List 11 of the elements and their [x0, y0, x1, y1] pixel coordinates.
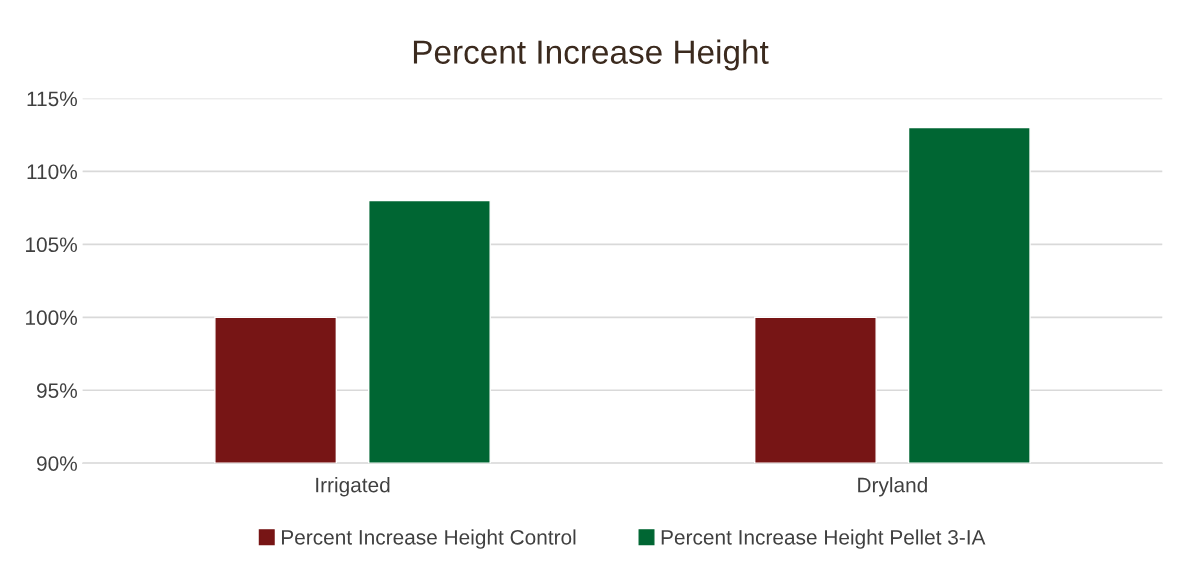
legend-label: Percent Increase Height Control: [282, 529, 576, 549]
y-tick-label: 95%: [37, 383, 77, 398]
x-tick-label: Dryland: [858, 477, 927, 497]
x-tick-label: Irrigated: [316, 477, 390, 497]
y-tick-label: 90%: [37, 456, 77, 471]
y-tick-label: 105%: [26, 237, 77, 253]
y-tick-label: 110%: [27, 164, 77, 180]
y-tick-label: 100%: [26, 310, 77, 326]
chart-title: Percent Increase Height: [413, 39, 769, 71]
legend-label: Percent Increase Height Pellet 3-IA: [661, 529, 986, 549]
y-tick-label: 115%: [27, 91, 77, 107]
